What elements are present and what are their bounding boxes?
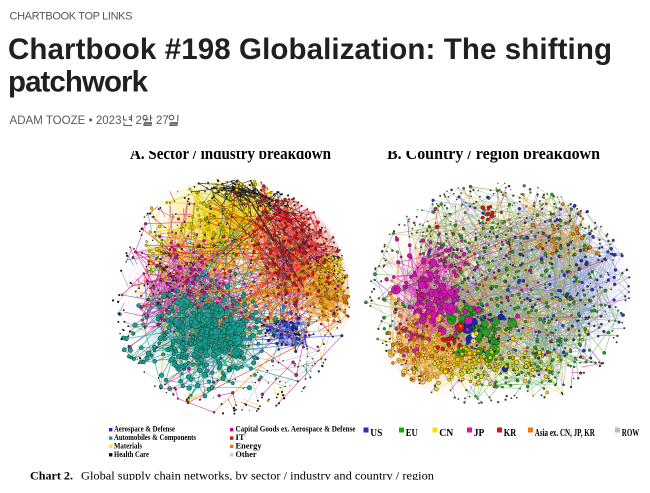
svg-text:27: 27 xyxy=(156,115,169,127)
svg-text:KR: KR xyxy=(504,427,517,439)
svg-text:B. Country / region breakdown: B. Country / region breakdown xyxy=(387,144,600,163)
svg-text:ROW: ROW xyxy=(622,427,640,439)
svg-text:A. Sector / industry breakdown: A. Sector / industry breakdown xyxy=(130,144,331,163)
svg-text:Aerospace & Defense: Aerospace & Defense xyxy=(114,425,175,434)
svg-text:Chart 2.Global supply chain ne: Chart 2. Global supply chain networks, by… xyxy=(30,471,434,483)
svg-text:EU: EU xyxy=(406,427,418,439)
svg-text:Materials: Materials xyxy=(114,441,142,450)
svg-text:Energy: Energy xyxy=(236,441,262,450)
svg-text:CHARTBOOK TOP LINKS: CHARTBOOK TOP LINKS xyxy=(10,11,133,23)
svg-text:Automobiles & Components: Automobiles & Components xyxy=(114,433,196,442)
svg-text:2: 2 xyxy=(136,115,142,127)
svg-text:US: US xyxy=(370,427,382,439)
svg-text:IT: IT xyxy=(236,433,246,442)
svg-text:patchwork: patchwork xyxy=(8,66,149,99)
svg-text:ADAM TOOZE • 2023: ADAM TOOZE • 2023 xyxy=(10,115,122,127)
svg-text:JP: JP xyxy=(474,427,485,439)
svg-text:Other: Other xyxy=(236,450,257,459)
svg-text:Health Care: Health Care xyxy=(114,450,149,459)
svg-text:Asia ex. CN, JP, KR: Asia ex. CN, JP, KR xyxy=(535,427,596,439)
svg-text:CN: CN xyxy=(439,427,453,439)
svg-text:Capital Goods ex. Aerospace &: Capital Goods ex. Aerospace & Defense xyxy=(236,425,356,434)
svg-text:Chartbook #198 Globalization:: Chartbook #198 Globalization: The shifti… xyxy=(8,33,612,66)
